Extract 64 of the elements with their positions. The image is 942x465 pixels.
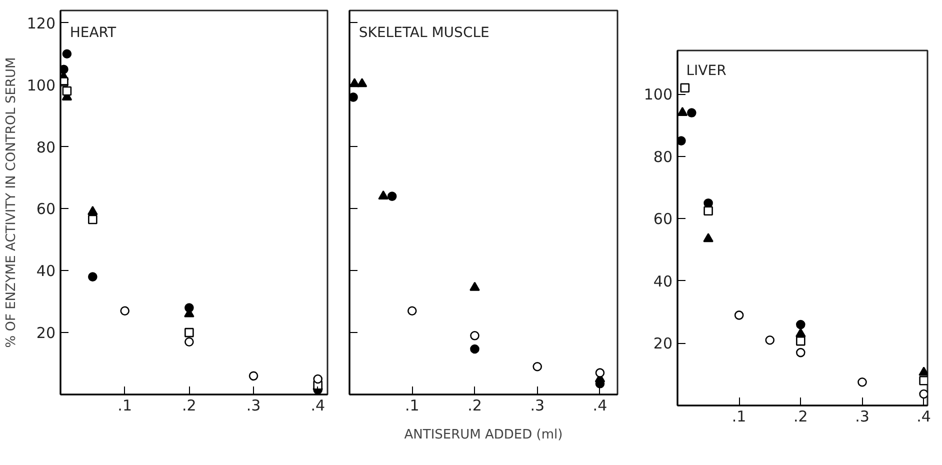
x-axis-title: ANTISERUM ADDED (ml) xyxy=(404,428,563,442)
point xyxy=(703,233,714,242)
x-tick-label: .4 xyxy=(592,396,608,414)
point xyxy=(796,320,806,330)
text: HEART xyxy=(70,25,117,42)
point xyxy=(313,374,322,384)
point xyxy=(919,389,928,399)
y-axis-title: % OF ENZYME ACTIVITY IN CONTROL SERUM xyxy=(4,57,19,348)
y-tick-label: 20 xyxy=(36,324,56,342)
point xyxy=(184,328,194,338)
point xyxy=(858,378,867,387)
y-tick-label: 80 xyxy=(653,148,673,166)
point xyxy=(387,192,397,201)
x-tick-label: .1 xyxy=(404,396,420,414)
x-tick-label: .4 xyxy=(310,396,326,414)
x-tick-label: .3 xyxy=(246,396,261,414)
x-tick-label: .3 xyxy=(855,408,870,426)
point xyxy=(796,348,806,358)
point xyxy=(532,362,542,372)
x-tick-label: .2 xyxy=(182,396,196,414)
text: LIVER xyxy=(686,62,727,79)
point xyxy=(120,306,130,316)
point xyxy=(62,49,72,58)
x-tick-label: .2 xyxy=(793,408,808,426)
point xyxy=(350,92,358,102)
point xyxy=(470,331,480,340)
y-tick-label: 40 xyxy=(653,272,673,290)
y-tick-label: 60 xyxy=(653,210,673,228)
point xyxy=(704,206,713,216)
point xyxy=(796,336,806,346)
point xyxy=(734,310,744,320)
y-tick-label: 100 xyxy=(644,86,673,104)
point xyxy=(378,190,388,200)
y-tick-label: 120 xyxy=(26,14,56,32)
point xyxy=(918,366,928,376)
point xyxy=(88,206,98,216)
point xyxy=(470,282,480,291)
point xyxy=(687,108,696,118)
point xyxy=(595,368,605,378)
x-tick-label: .3 xyxy=(530,396,545,414)
y-tick-label: 40 xyxy=(36,262,56,280)
point xyxy=(248,371,258,381)
point xyxy=(470,344,480,354)
point xyxy=(407,306,417,316)
point xyxy=(678,136,686,146)
point xyxy=(88,272,98,282)
x-tick-label: .1 xyxy=(118,396,132,414)
point xyxy=(680,83,690,93)
y-tick-label: 100 xyxy=(26,76,56,94)
point xyxy=(356,78,368,88)
point xyxy=(678,106,688,116)
point xyxy=(919,376,928,386)
text: SKELETAL MUSCLE xyxy=(358,25,490,42)
x-tick-label: .4 xyxy=(916,408,931,426)
y-tick-label: 80 xyxy=(36,138,56,156)
point xyxy=(184,337,194,346)
point xyxy=(765,335,775,345)
point xyxy=(88,214,98,224)
y-tick-label: 20 xyxy=(653,334,673,353)
x-tick-label: .1 xyxy=(732,408,746,426)
x-tick-label: .2 xyxy=(468,396,482,414)
point xyxy=(62,86,72,96)
y-tick-label: 60 xyxy=(36,200,56,218)
point xyxy=(796,328,806,338)
